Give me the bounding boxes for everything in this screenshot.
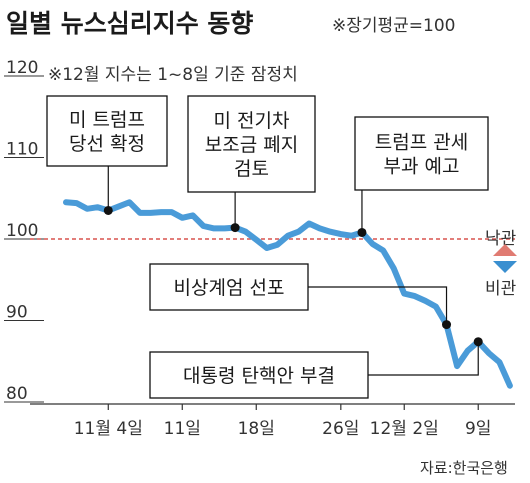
legend: 낙관 비관 [485, 229, 517, 299]
x-tick-label: 9일 [465, 419, 491, 439]
annotation-box [187, 95, 316, 193]
source-label: 자료:한국은행 [420, 459, 508, 477]
baseline-note: ※장기평균=100 [332, 16, 456, 36]
annotation-text: 대통령 탄핵안 부결 [183, 365, 335, 387]
chart-title: 일별 뉴스심리지수 동향 [6, 9, 253, 38]
event-marker [357, 227, 367, 237]
y-tick-label: 120 [6, 58, 38, 78]
annotation-text: 부과 예고 [384, 156, 460, 178]
annotation-box [46, 95, 168, 167]
annotation-box [149, 263, 309, 311]
annotation-box [354, 116, 489, 191]
annotation-text: 당선 확정 [69, 133, 145, 155]
up-triangle-icon [493, 244, 517, 256]
sentiment-index-line [63, 199, 513, 389]
event-marker [442, 320, 452, 330]
x-tick-label: 18일 [238, 419, 275, 439]
x-tick-label: 11일 [164, 419, 201, 439]
legend-pessimistic-label: 비관 [485, 279, 516, 299]
annotation-text: 보조금 폐지 [205, 134, 298, 156]
annotation-text: 비상계엄 선포 [174, 277, 285, 299]
x-tick-label: 11월 4일 [74, 419, 143, 439]
event-marker [230, 223, 240, 233]
y-tick-label: 100 [6, 221, 38, 241]
axes: 80 90 100 110 120 11월 4일 11일 18일 26일 12월 2일 9일 [4, 58, 515, 439]
annotation-text: 미 전기차 [214, 110, 290, 132]
annotation-text: 미 트럼프 [69, 109, 145, 131]
leader-line [368, 341, 479, 376]
annotation-text: 검토 [234, 158, 269, 180]
down-triangle-icon [493, 261, 517, 273]
y-tick-label: 80 [6, 384, 28, 404]
sub-note: ※12월 지수는 1~8일 기준 잠정치 [48, 65, 298, 85]
leader-line [308, 286, 448, 325]
legend-optimistic-label: 낙관 [485, 229, 516, 249]
annotation-box [149, 351, 369, 399]
annotation-text: 트럼프 관세 [375, 132, 468, 154]
event-marker [103, 205, 113, 215]
annotation-leaders [107, 166, 479, 376]
x-tick-label: 26일 [322, 419, 359, 439]
annotation-martial-law: 비상계엄 선포 [149, 263, 309, 311]
event-markers [103, 205, 483, 347]
y-tick-label: 90 [6, 303, 28, 323]
event-marker [473, 337, 483, 347]
annotation-impeachment-rejected: 대통령 탄핵안 부결 [149, 351, 369, 399]
y-tick-label: 110 [6, 140, 38, 160]
series-line [63, 199, 513, 389]
x-tick-label: 12월 2일 [370, 419, 439, 439]
